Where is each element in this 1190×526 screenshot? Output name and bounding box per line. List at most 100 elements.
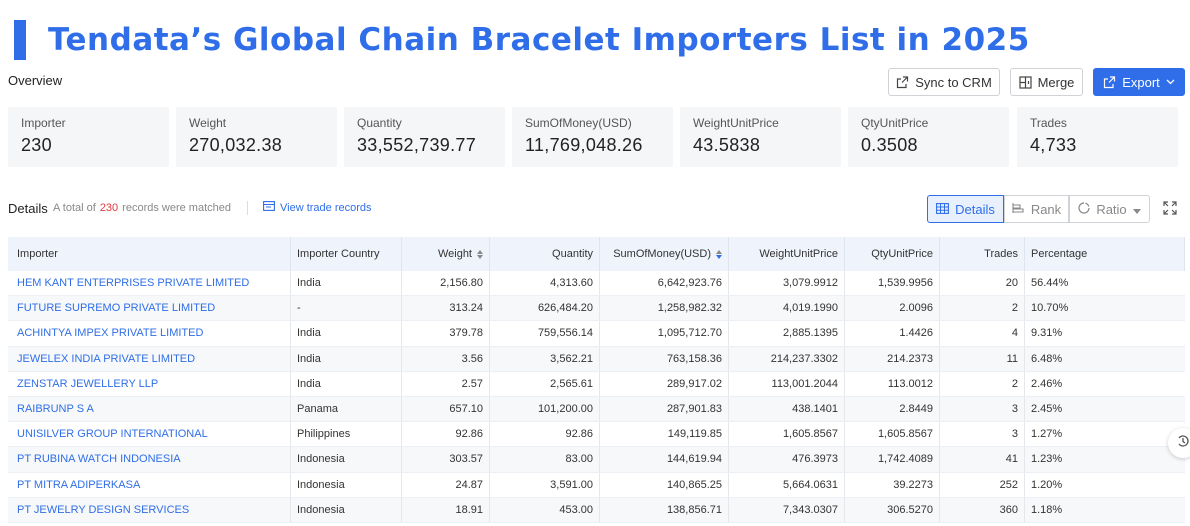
- sync-to-crm-button[interactable]: Sync to CRM: [888, 68, 1000, 96]
- stat-label: Trades: [1030, 116, 1067, 130]
- cell-qty-unit-price: 113.0012: [845, 371, 940, 396]
- cell-sum-of-money: 140,865.25: [600, 472, 729, 497]
- cell-weight: 3.56: [402, 346, 490, 371]
- cell-percentage: 6.48%: [1031, 352, 1063, 365]
- table-row: FUTURE SUPREMO PRIVATE LIMITED -313.24 626…: [8, 296, 1185, 322]
- export-icon: [1103, 75, 1116, 89]
- cell-percentage: 1.23%: [1031, 453, 1063, 466]
- view-link-label: View trade records: [280, 201, 372, 214]
- cell-qty-unit-price: 1,605.8567: [845, 422, 940, 447]
- table-row: PT RUBINA WATCH INDONESIA Indonesia 303.57…: [8, 447, 1185, 473]
- cell-country: India: [291, 271, 402, 296]
- divider: [247, 201, 248, 215]
- cell-weight: 2,156.80: [402, 271, 490, 296]
- total-suffix: records were matched: [122, 202, 231, 214]
- cell-importer: PT JEWELRY DESIGN SERVICES: [8, 497, 291, 522]
- importer-link[interactable]: JEWELEX INDIA PRIVATE LIMITED: [17, 352, 196, 365]
- cell-qty-unit-price: 39.2273: [845, 472, 940, 497]
- cell-quantity: 2,565.61: [490, 371, 600, 396]
- importers-table: Importer Importer Country Weight Quantit…: [8, 237, 1185, 523]
- total-count: 230: [99, 202, 119, 214]
- importer-link[interactable]: PT JEWELRY DESIGN SERVICES: [17, 503, 190, 516]
- cell-weight-unit-price: 476.3973: [729, 447, 845, 472]
- cell-country: India: [291, 346, 402, 371]
- table-row: HEM KANT ENTERPRISES PRIVATE LIMITED Indi…: [8, 271, 1185, 297]
- stat-label: SumOfMoney(USD): [525, 116, 632, 130]
- table-row: UNISILVER GROUP INTERNATIONAL Philippines…: [8, 422, 1185, 448]
- cell-qty-unit-price: 1.4426: [845, 321, 940, 346]
- importer-link[interactable]: FUTURE SUPREMO PRIVATE LIMITED: [17, 302, 216, 315]
- tab-rank[interactable]: Rank: [1004, 195, 1069, 223]
- cell-weight: 2.57: [402, 371, 490, 396]
- floating-help-button[interactable]: [1168, 428, 1190, 458]
- merge-button[interactable]: Merge: [1010, 68, 1083, 96]
- fullscreen-icon[interactable]: [1163, 201, 1177, 220]
- stat-qty-unit-price: QtyUnitPrice 0.3508: [848, 107, 1009, 167]
- header-weight-label: Weight: [437, 248, 472, 260]
- tab-details[interactable]: Details: [927, 195, 1004, 223]
- cell-importer: ZENSTAR JEWELLERY LLP: [8, 371, 291, 396]
- importer-link[interactable]: ZENSTAR JEWELLERY LLP: [17, 377, 159, 390]
- tab-rank-label: Rank: [1030, 201, 1062, 217]
- cell-importer: ACHINTYA IMPEX PRIVATE LIMITED: [8, 321, 291, 346]
- cell-trades: 2: [940, 371, 1025, 396]
- cell-percentage: 10.70%: [1031, 302, 1069, 315]
- records-icon: [263, 201, 275, 214]
- stat-importer: Importer 230: [8, 107, 169, 167]
- cell-qty-unit-price: 2.8449: [845, 396, 940, 422]
- importer-link[interactable]: RAIBRUNP S A: [17, 403, 94, 416]
- cell-percentage: 56.44%: [1031, 277, 1069, 290]
- cell-qty-unit-price: 306.5270: [845, 497, 940, 522]
- cell-percentage: 1.18%: [1031, 503, 1063, 516]
- cell-importer: HEM KANT ENTERPRISES PRIVATE LIMITED: [8, 271, 291, 296]
- header-quantity: Quantity: [490, 237, 600, 271]
- importer-link[interactable]: ACHINTYA IMPEX PRIVATE LIMITED: [17, 327, 204, 340]
- header-weight-unit-price: WeightUnitPrice: [729, 237, 845, 271]
- cell-trades: 252: [940, 472, 1025, 497]
- cell-sum-of-money: 763,158.36: [600, 346, 729, 371]
- cell-quantity: 626,484.20: [490, 296, 600, 321]
- page-title: Tendata’s Global Chain Bracelet Importer…: [48, 22, 1030, 58]
- cell-qty-unit-price: 1,742.4089: [845, 447, 940, 472]
- cell-sum-of-money: 6,642,923.76: [600, 271, 729, 296]
- cell-country: India: [291, 321, 402, 346]
- cell-weight-unit-price: 7,343.0307: [729, 497, 845, 522]
- cell-weight-unit-price: 2,885.1395: [729, 321, 845, 346]
- export-button[interactable]: Export: [1093, 68, 1185, 96]
- cell-weight-unit-price: 214,237.3302: [729, 346, 845, 371]
- table-row: PT JEWELRY DESIGN SERVICES Indonesia 18.91…: [8, 497, 1185, 523]
- header-sum-of-money[interactable]: SumOfMoney(USD): [600, 237, 729, 271]
- sort-icon: [477, 249, 483, 259]
- view-trade-records-link[interactable]: View trade records: [263, 201, 372, 214]
- cell-quantity: 92.86: [490, 422, 600, 447]
- tab-ratio[interactable]: Ratio: [1069, 195, 1150, 223]
- header-weight[interactable]: Weight: [402, 237, 490, 271]
- cell-quantity: 759,556.14: [490, 321, 600, 346]
- header-importer: Importer: [8, 237, 291, 271]
- cell-quantity: 453.00: [490, 497, 600, 522]
- importer-link[interactable]: UNISILVER GROUP INTERNATIONAL: [17, 428, 208, 441]
- table-header: Importer Importer Country Weight Quantit…: [8, 237, 1185, 271]
- stat-label: Quantity: [357, 116, 402, 130]
- stat-value: 11,769,048.26: [525, 135, 643, 155]
- header-importer-country: Importer Country: [291, 237, 402, 271]
- importer-link[interactable]: PT MITRA ADIPERKASA: [17, 478, 141, 491]
- stat-label: WeightUnitPrice: [693, 116, 779, 130]
- cell-quantity: 3,591.00: [490, 472, 600, 497]
- cell-weight-unit-price: 4,019.1990: [729, 296, 845, 321]
- caret-down-icon: [1132, 202, 1141, 217]
- cell-importer: RAIBRUNP S A: [8, 396, 291, 422]
- cell-percentage: 1.20%: [1031, 478, 1063, 491]
- cell-percentage: 2.46%: [1031, 377, 1063, 390]
- importer-link[interactable]: HEM KANT ENTERPRISES PRIVATE LIMITED: [17, 277, 250, 290]
- cell-trades: 41: [940, 447, 1025, 472]
- importer-link[interactable]: PT RUBINA WATCH INDONESIA: [17, 453, 181, 466]
- cell-quantity: 101,200.00: [490, 396, 600, 422]
- cell-importer: PT RUBINA WATCH INDONESIA: [8, 447, 291, 472]
- table-row: ZENSTAR JEWELLERY LLP India 2.57 2,565.61 28…: [8, 371, 1185, 397]
- stat-value: 230: [21, 135, 52, 155]
- cell-importer: JEWELEX INDIA PRIVATE LIMITED: [8, 346, 291, 371]
- cell-sum-of-money: 149,119.85: [600, 422, 729, 447]
- cell-quantity: 4,313.60: [490, 271, 600, 296]
- table-row: ACHINTYA IMPEX PRIVATE LIMITED India 379.7…: [8, 321, 1185, 347]
